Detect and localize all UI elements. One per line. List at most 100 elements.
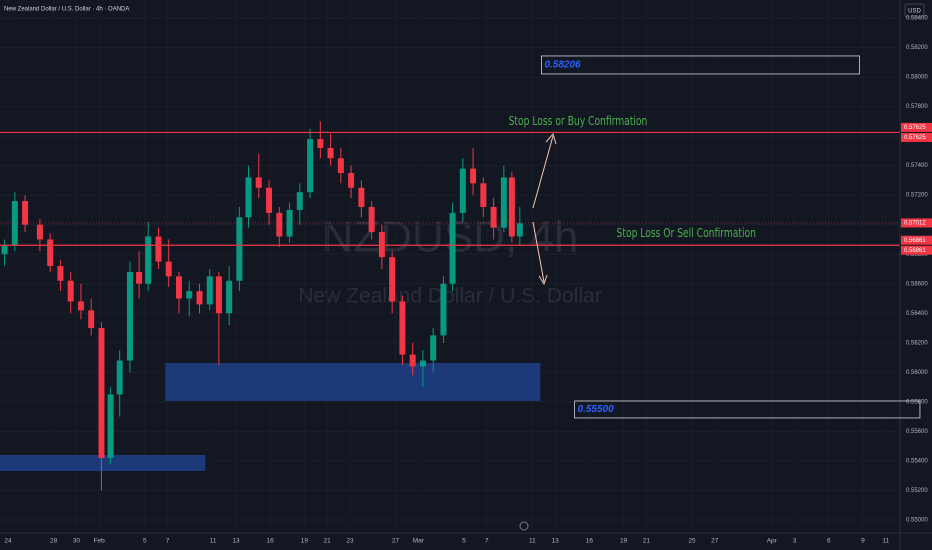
x-tick-label: 5 [143, 538, 147, 545]
x-tick-label: 11 [882, 538, 889, 545]
x-tick-label: 21 [324, 538, 332, 545]
candle-body [145, 236, 152, 284]
candle-body [286, 209, 293, 237]
candle-body [266, 187, 273, 213]
x-tick-label: 16 [586, 538, 594, 545]
y-tick-label: 0.57400 [906, 163, 928, 169]
candle-body [1, 245, 8, 255]
candle-body [165, 261, 172, 277]
currency[interactable]: USD [908, 9, 921, 15]
y-tick-label: 0.56600 [906, 281, 928, 287]
candle-body [296, 192, 303, 210]
candle-body [245, 177, 252, 218]
y-tick-label: 0.58400 [906, 16, 928, 22]
candle-body [107, 394, 114, 458]
target-label: 0.58206 [544, 60, 581, 71]
x-tick-label: 13 [552, 538, 560, 545]
candle-body [337, 158, 344, 174]
price-label: 0.57012 [904, 221, 926, 227]
candle-body [255, 177, 262, 188]
x-tick-label: Feb [94, 538, 106, 545]
candle-body [516, 223, 523, 237]
candle-body [500, 177, 507, 228]
price-label-box [901, 122, 932, 132]
candle-body [206, 276, 213, 305]
candle-body [459, 168, 466, 213]
x-tick-label: 28 [50, 538, 58, 545]
y-tick-label: 0.57800 [906, 104, 928, 110]
candle-body [449, 212, 456, 284]
candle-body [215, 276, 222, 314]
candle-body [136, 271, 143, 284]
y-tick-label: 0.55800 [906, 399, 928, 405]
watermark-subtitle: New Zealand Dollar / U.S. Dollar [298, 285, 601, 308]
candle-body [409, 354, 416, 367]
candle-body [490, 206, 497, 228]
x-tick-label: 16 [267, 538, 275, 545]
y-tick-label: 0.57200 [906, 193, 928, 199]
y-tick-label: 0.55000 [906, 518, 928, 524]
candle-body [276, 212, 283, 237]
candle-body [186, 291, 193, 299]
y-tick-label: 0.56400 [906, 311, 928, 317]
candle-body [57, 266, 64, 281]
candle-body [368, 206, 375, 233]
plot-area [0, 121, 900, 491]
candle-body [358, 187, 365, 207]
candle-body [307, 139, 314, 193]
x-tick-label: Mar [413, 538, 425, 545]
candle-body [508, 177, 515, 237]
x-tick-label: 9 [861, 538, 865, 545]
x-tick-label: 3 [793, 538, 797, 545]
x-tick-label: 24 [4, 538, 12, 545]
events-icon[interactable] [519, 521, 529, 531]
x-tick-label: 13 [232, 538, 240, 545]
annotation: Stop Loss or Buy Confirmation [509, 114, 648, 128]
candle-body [77, 301, 84, 311]
candle-body [470, 168, 477, 184]
candle-body [389, 257, 396, 302]
price-label-box [901, 132, 932, 142]
candle-body [155, 236, 162, 262]
candle-body [430, 335, 437, 361]
candle-body [480, 183, 487, 207]
x-tick-label: 7 [166, 538, 170, 545]
x-tick-label: 27 [392, 538, 400, 545]
candle-body [236, 217, 243, 281]
y-tick-label: 0.56000 [906, 370, 928, 376]
y-tick-label: 0.55600 [906, 429, 928, 435]
candle-body [226, 280, 233, 314]
x-tick-label: 7 [485, 538, 489, 545]
target-box [541, 55, 860, 75]
y-tick-label: 0.58000 [906, 75, 928, 81]
currency-box[interactable] [904, 3, 925, 18]
candle-body [98, 328, 105, 458]
candle-body [67, 280, 74, 302]
candle-body [327, 147, 334, 159]
y-tick-label: 0.56200 [906, 340, 928, 346]
x-tick-label: 5 [462, 538, 466, 545]
candle-body [11, 201, 18, 246]
x-tick-label: 19 [620, 538, 628, 545]
x-tick-label: 21 [643, 538, 651, 545]
x-tick-label: 25 [688, 538, 696, 545]
candle-body [126, 271, 133, 361]
target-box [574, 400, 921, 419]
header: New Zealand Dollar / U.S. Dollar · 4h · … [4, 7, 129, 13]
y-tick-label: 0.55400 [906, 458, 928, 464]
target-label: 0.55500 [578, 404, 615, 415]
candle-body [348, 173, 355, 188]
zone [0, 455, 206, 471]
x-tick-label: 11 [210, 538, 217, 545]
candle-body [116, 360, 123, 395]
candle-body [419, 360, 426, 367]
candle-body [36, 224, 43, 240]
x-tick-label: Apr [767, 538, 778, 545]
price-label: 0.56861 [904, 238, 926, 244]
candle-body [440, 283, 447, 336]
price-label: 0.56861 [904, 248, 926, 254]
x-tick-label: 27 [711, 538, 719, 545]
price-label: 0.57625 [904, 135, 926, 141]
candle-body [88, 310, 95, 329]
